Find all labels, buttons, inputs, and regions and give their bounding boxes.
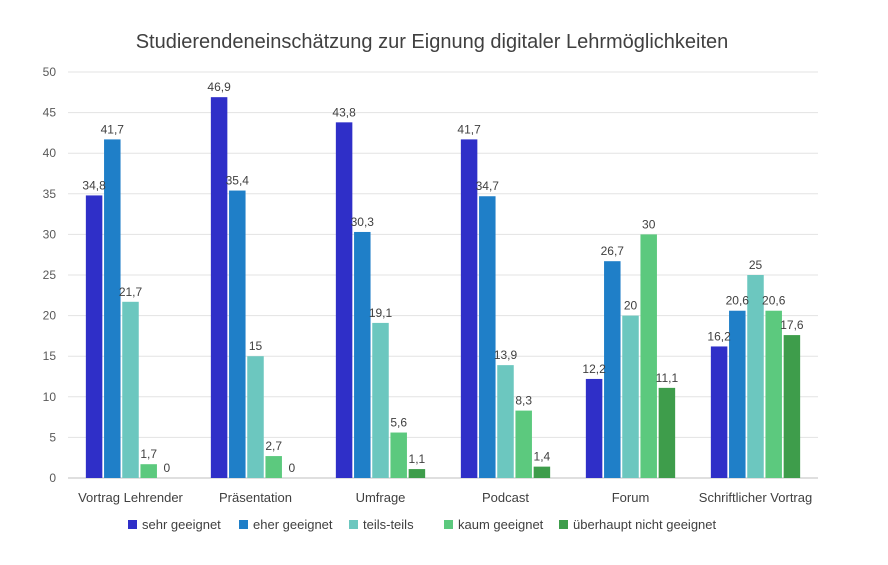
y-tick-label: 20 bbox=[43, 309, 57, 323]
bar bbox=[658, 387, 676, 478]
data-label: 43,8 bbox=[332, 105, 356, 119]
data-label: 1,7 bbox=[140, 447, 157, 461]
bar bbox=[765, 310, 782, 478]
legend: sehr geeignet eher geeignet teils-teils kau… bbox=[128, 517, 717, 532]
bar bbox=[479, 196, 496, 478]
bars bbox=[85, 97, 801, 479]
data-label: 12,2 bbox=[582, 362, 606, 376]
legend-swatch bbox=[239, 520, 248, 529]
data-label: 1,4 bbox=[534, 450, 551, 464]
y-tick-label: 35 bbox=[43, 187, 57, 201]
data-label: 26,7 bbox=[601, 244, 625, 258]
category-label: Vortrag Lehrender bbox=[78, 490, 183, 505]
data-label: 35,4 bbox=[226, 174, 250, 188]
bar bbox=[140, 464, 157, 478]
bar bbox=[710, 346, 728, 478]
legend-swatch bbox=[128, 520, 137, 529]
legend-swatch bbox=[444, 520, 453, 529]
bar bbox=[497, 365, 514, 478]
chart-title: Studierendeneinschätzung zur Eignung dig… bbox=[136, 31, 729, 53]
data-label: 19,1 bbox=[369, 306, 393, 320]
x-axis-categories: Vortrag Lehrender Präsentation Umfrage Podc… bbox=[78, 490, 812, 505]
category-label: Präsentation bbox=[219, 490, 292, 505]
gridlines bbox=[68, 71, 818, 479]
data-label: 30 bbox=[642, 217, 656, 231]
bar bbox=[229, 190, 246, 478]
bar bbox=[408, 469, 426, 478]
data-label: 34,7 bbox=[476, 179, 500, 193]
bar bbox=[372, 322, 389, 478]
bar bbox=[515, 410, 532, 478]
bar bbox=[729, 310, 746, 478]
data-label: 17,6 bbox=[780, 318, 804, 332]
y-tick-label: 15 bbox=[43, 349, 57, 363]
legend-label: sehr geeignet bbox=[142, 517, 221, 532]
y-tick-label: 0 bbox=[49, 471, 56, 485]
data-label: 41,7 bbox=[457, 122, 481, 136]
y-tick-label: 25 bbox=[43, 268, 57, 282]
bar bbox=[533, 466, 551, 478]
data-labels: 34,8 41,7 21,7 1,7 0 46,9 35,4 15 2,7 0 43,8 30,3 19… bbox=[82, 80, 803, 475]
y-tick-label: 50 bbox=[43, 65, 57, 79]
data-label: 13,9 bbox=[494, 348, 518, 362]
legend-item: überhaupt nicht geeignet bbox=[559, 517, 717, 532]
y-tick-label: 30 bbox=[43, 227, 57, 241]
data-label: 1,1 bbox=[409, 452, 426, 466]
y-tick-label: 5 bbox=[49, 430, 56, 444]
bar bbox=[210, 97, 228, 478]
category-label: Podcast bbox=[482, 490, 529, 505]
y-axis-ticks: 0 5 10 15 20 25 30 35 40 45 50 bbox=[43, 65, 57, 485]
bar bbox=[335, 122, 353, 479]
data-label: 20,6 bbox=[726, 294, 750, 308]
data-label: 30,3 bbox=[351, 215, 375, 229]
bar bbox=[122, 301, 139, 478]
legend-swatch bbox=[559, 520, 568, 529]
data-label: 41,7 bbox=[101, 122, 125, 136]
legend-item: kaum geeignet bbox=[444, 517, 544, 532]
y-tick-label: 10 bbox=[43, 390, 57, 404]
data-label: 16,2 bbox=[707, 329, 731, 343]
bar bbox=[604, 261, 621, 478]
data-label: 25 bbox=[749, 258, 763, 272]
legend-item: sehr geeignet bbox=[128, 517, 221, 532]
bar bbox=[354, 231, 371, 478]
data-label: 0 bbox=[164, 461, 171, 475]
category-label: Umfrage bbox=[356, 490, 406, 505]
bar bbox=[640, 234, 657, 478]
data-label: 20 bbox=[624, 299, 638, 313]
category-label: Schriftlicher Vortrag bbox=[699, 490, 812, 505]
data-label: 15 bbox=[249, 339, 263, 353]
legend-swatch bbox=[349, 520, 358, 529]
data-label: 21,7 bbox=[119, 285, 143, 299]
data-label: 8,3 bbox=[515, 394, 532, 408]
legend-label: eher geeignet bbox=[253, 517, 333, 532]
data-label: 34,8 bbox=[82, 178, 106, 192]
legend-label: teils-teils bbox=[363, 517, 414, 532]
y-tick-label: 40 bbox=[43, 146, 57, 160]
bar bbox=[265, 456, 282, 478]
data-label: 0 bbox=[289, 461, 296, 475]
data-label: 11,1 bbox=[656, 371, 679, 385]
data-label: 20,6 bbox=[762, 294, 786, 308]
legend-item: eher geeignet bbox=[239, 517, 333, 532]
bar bbox=[622, 315, 639, 478]
legend-label: überhaupt nicht geeignet bbox=[573, 517, 717, 532]
data-label: 46,9 bbox=[207, 80, 231, 94]
legend-label: kaum geeignet bbox=[458, 517, 544, 532]
bar bbox=[460, 139, 478, 478]
legend-item: teils-teils bbox=[349, 517, 414, 532]
bar bbox=[85, 195, 103, 478]
bar bbox=[104, 139, 121, 478]
category-label: Forum bbox=[612, 490, 650, 505]
bar bbox=[247, 356, 264, 478]
bar bbox=[585, 378, 603, 478]
bar bbox=[783, 335, 801, 478]
bar bbox=[390, 432, 407, 478]
data-label: 5,6 bbox=[390, 416, 407, 430]
bar bbox=[747, 275, 764, 478]
y-tick-label: 45 bbox=[43, 106, 57, 120]
data-label: 2,7 bbox=[265, 439, 282, 453]
